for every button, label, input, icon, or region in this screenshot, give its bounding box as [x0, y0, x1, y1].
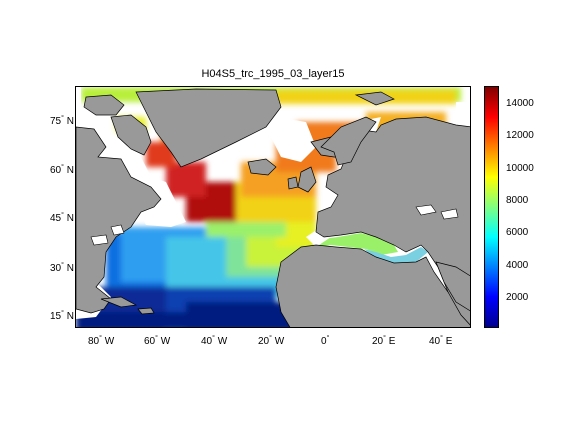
- colorbar-label: 6000: [506, 227, 529, 238]
- colorbar-label: 12000: [506, 130, 534, 141]
- ireland: [287, 176, 299, 190]
- colorbar-label: 4000: [506, 260, 529, 271]
- y-tick-label: 30° N: [50, 262, 74, 274]
- north-america: [76, 126, 162, 314]
- x-tick-label: 60° W: [144, 335, 171, 347]
- africa: [275, 244, 470, 327]
- x-tick-label: 40° E: [429, 335, 453, 347]
- iceland: [247, 158, 277, 176]
- map-svg: [76, 87, 470, 327]
- labrador: [110, 114, 152, 156]
- colorbar-label: 14000: [506, 98, 534, 109]
- scandinavia: [320, 116, 377, 166]
- y-tick-label: 75° N: [50, 115, 74, 127]
- colorbar-label: 8000: [506, 195, 529, 206]
- baffin-island: [83, 94, 125, 116]
- x-tick-label: 40° W: [201, 335, 228, 347]
- map-panel: [75, 86, 471, 328]
- arctic-islands: [354, 91, 395, 106]
- x-tick-label: 80° W: [88, 335, 115, 347]
- x-tick-label: 0°: [321, 335, 330, 347]
- x-tick-label: 20° E: [372, 335, 396, 347]
- hispaniola: [137, 307, 155, 315]
- arabian-peninsula: [435, 261, 470, 312]
- inland-water: [90, 204, 459, 246]
- colorbar-label: 2000: [506, 292, 529, 303]
- greenland: [135, 88, 282, 168]
- cuba: [100, 296, 138, 308]
- europe-asia: [310, 116, 470, 326]
- y-tick-label: 45° N: [50, 212, 74, 224]
- y-tick-label: 60° N: [50, 164, 74, 176]
- x-tick-label: 20° W: [258, 335, 285, 347]
- british-isles: [297, 166, 317, 193]
- land-masses: [76, 88, 470, 327]
- plot-title: H04S5_trc_1995_03_layer15: [201, 68, 345, 80]
- colorbar: [484, 86, 499, 328]
- colorbar-label: 10000: [506, 163, 534, 174]
- y-tick-label: 15° N: [50, 310, 74, 322]
